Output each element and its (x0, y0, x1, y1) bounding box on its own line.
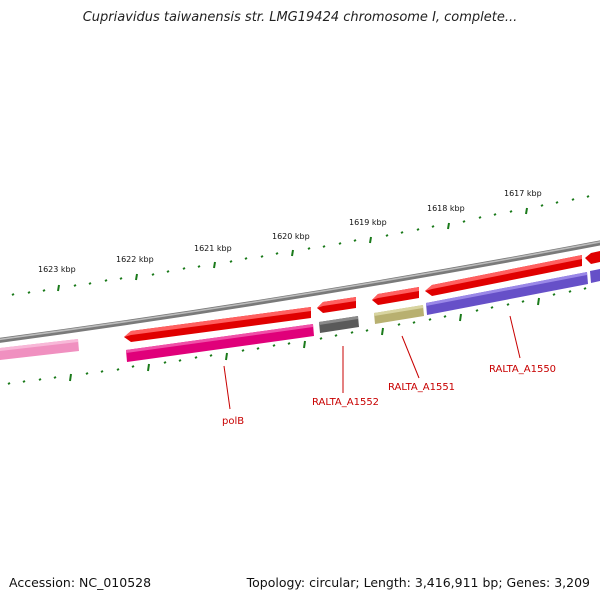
scale-label-1619: 1619 kbp (349, 218, 387, 227)
scale-label-1623: 1623 kbp (38, 265, 76, 274)
gene-label-RALTA_A1552[interactable]: RALTA_A1552 (312, 397, 379, 408)
gene-label-RALTA_A1550[interactable]: RALTA_A1550 (489, 364, 556, 375)
genome-backbone (0, 240, 600, 343)
scale-label-1620: 1620 kbp (272, 232, 310, 241)
scale-label-1618: 1618 kbp (427, 204, 465, 213)
scale-label-1621: 1621 kbp (194, 244, 232, 253)
accession-text: Accession: NC_010528 (9, 575, 152, 590)
outer-tick-ring (11, 195, 590, 296)
inner-tick-ring (7, 287, 587, 385)
gene-feature-partial[interactable] (590, 269, 600, 283)
gene-leader-lines (223, 315, 521, 410)
gene-label-RALTA_A1551[interactable]: RALTA_A1551 (388, 382, 455, 393)
gene-track (0, 269, 600, 362)
gene-label-polB[interactable]: polB (222, 416, 244, 427)
gene-feature-left[interactable] (0, 339, 79, 360)
map-title: Cupriavidus taiwanensis str. LMG19424 ch… (82, 10, 518, 25)
gene-feature-RALTA_A1550[interactable] (426, 272, 588, 315)
scale-label-1617: 1617 kbp (504, 189, 542, 198)
cds-track (124, 251, 600, 342)
gene-feature-polB[interactable] (126, 324, 314, 362)
genome-summary-text: Topology: circular; Length: 3,416,911 bp… (246, 575, 590, 590)
scale-label-1622: 1622 kbp (116, 255, 154, 264)
cds-feature[interactable] (585, 251, 600, 264)
